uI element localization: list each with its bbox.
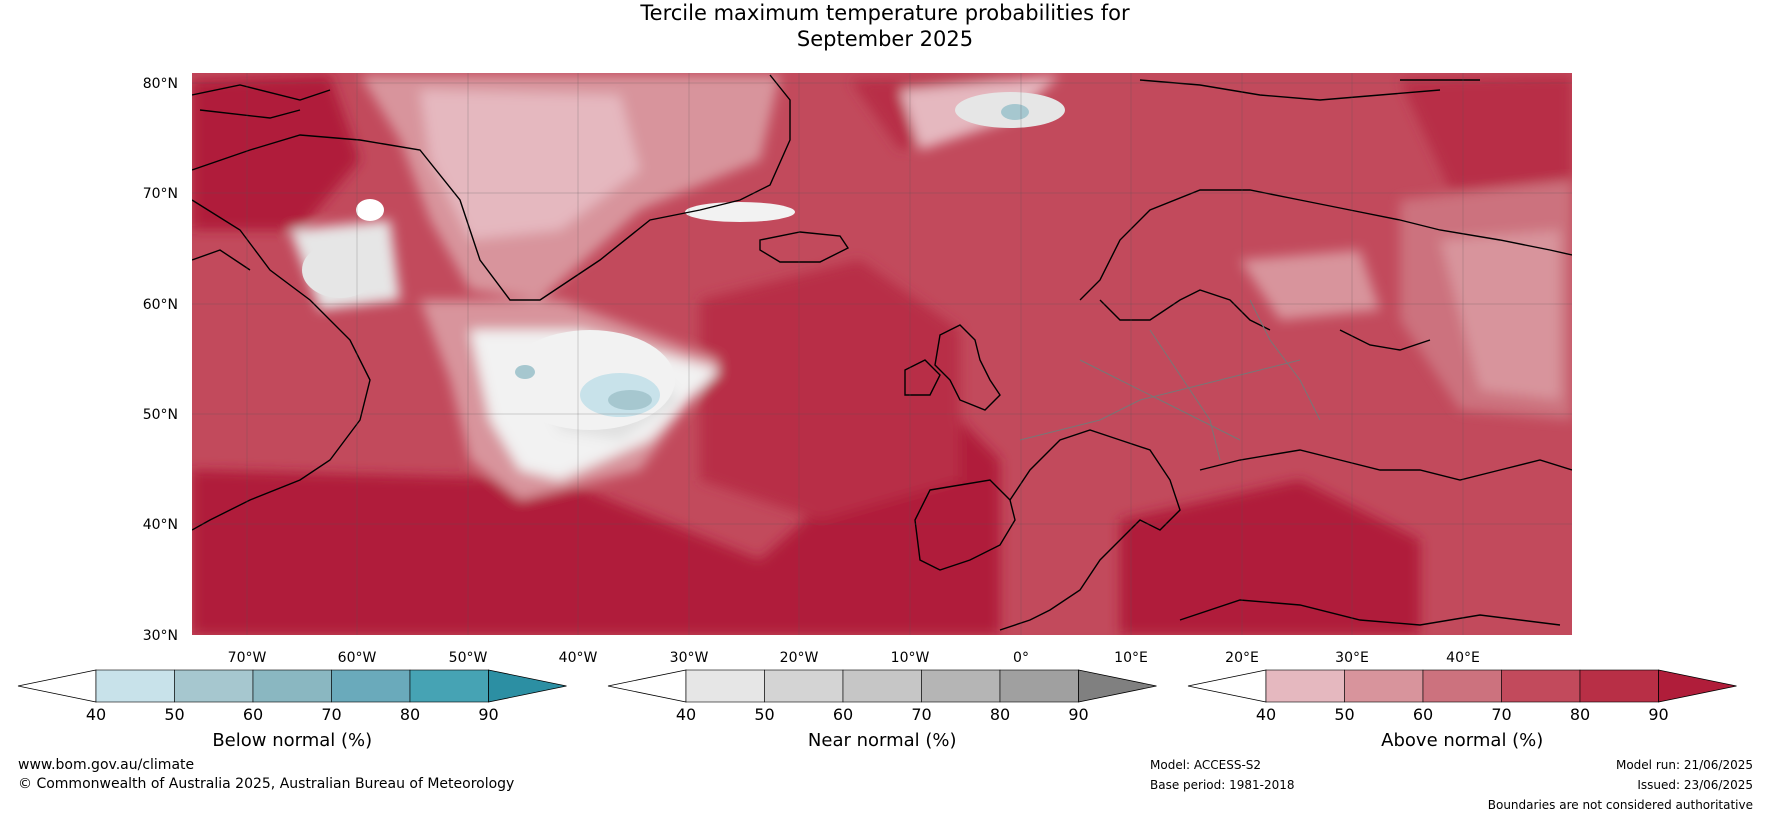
lon-label: 60°W [338,650,377,666]
colorbar-segment [331,669,411,703]
colorbar-segment [1265,669,1345,703]
below-normal-patch [1001,104,1029,120]
white-patch [356,199,384,221]
colorbar-segment [764,669,844,703]
colorbar-segment [174,669,254,703]
colorbar-segment [999,669,1079,703]
lat-label: 30°N [143,628,178,644]
title-line-1: Tercile maximum temperature probabilitie… [640,1,1130,25]
colorbar-tick: 80 [1570,705,1590,724]
colorbar-title: Above normal (%) [1381,730,1543,751]
colorbar-tick: 90 [478,705,498,724]
lon-label: 0° [1013,650,1029,666]
colorbar-segment [409,669,489,703]
latitude-labels: 80°N 70°N 60°N 50°N 40°N 30°N [143,76,178,644]
colorbar-tick: 60 [833,705,853,724]
colorbar-segment [1344,669,1424,703]
colorbar-segment [1501,669,1581,703]
copyright-text: © Commonwealth of Australia 2025, Austra… [18,776,515,792]
lon-label: 10°E [1114,650,1148,666]
colorbar-tick: 40 [676,705,696,724]
lat-label: 40°N [143,517,178,533]
lon-label: 20°E [1225,650,1259,666]
colorbar-tick: 40 [1256,705,1276,724]
longitude-labels: 70°W 60°W 50°W 40°W 30°W 20°W 10°W 0° 10… [228,650,1480,666]
colorbar-2: 40 50 60 70 80 90 Above normal (%) [1187,669,1737,751]
colorbar-1: 40 50 60 70 80 90 Near normal (%) [607,669,1157,751]
model-text: Model: ACCESS-S2 [1150,758,1262,772]
colorbar-high-extend [1658,669,1737,703]
colorbar-segment [685,669,765,703]
colorbar-segment [921,669,1001,703]
coastlines [192,74,1572,631]
probability-map [192,73,1572,635]
lat-label: 50°N [143,407,178,423]
near-normal-patch-atlantic [505,330,675,430]
colorbars: 40 50 60 70 80 90 Below normal (%) 40 50 60 70 80 90… [17,669,1737,751]
issued-text: Issued: 23/06/2025 [1637,778,1753,792]
colorbar-segment [95,669,175,703]
lat-label: 60°N [143,297,178,313]
colorbar-tick: 90 [1068,705,1088,724]
colorbar-tick: 70 [911,705,931,724]
colorbar-tick: 70 [321,705,341,724]
colorbar-tick: 40 [86,705,106,724]
lat-label: 70°N [143,186,178,202]
colorbar-tick: 80 [990,705,1010,724]
colorbar-low-extend [17,669,97,703]
colorbar-high-extend [488,669,567,703]
colorbar-tick: 50 [164,705,184,724]
colorbar-title: Below normal (%) [212,730,372,751]
colorbar-high-extend [1078,669,1157,703]
colorbar-tick: 60 [1413,705,1433,724]
lon-label: 40°W [559,650,598,666]
colorbar-segment [842,669,922,703]
model-run-text: Model run: 21/06/2025 [1615,758,1753,772]
colorbar-segment [252,669,332,703]
lon-label: 40°E [1446,650,1480,666]
below-normal-core [608,390,652,410]
graticule [192,73,1572,635]
near-normal-patch-greenland-sea [685,202,795,222]
colorbar-tick: 90 [1648,705,1668,724]
country-borders [1019,299,1321,461]
lon-label: 50°W [449,650,488,666]
colorbar-tick: 70 [1491,705,1511,724]
colorbar-tick: 50 [1334,705,1354,724]
lon-label: 10°W [891,650,930,666]
colorbar-tick: 50 [754,705,774,724]
below-normal-spot [515,365,535,379]
lon-label: 30°W [670,650,709,666]
website-link[interactable]: www.bom.gov.au/climate [18,757,195,773]
lat-label: 80°N [143,76,178,92]
disclaimer-text: Boundaries are not considered authoritat… [1487,798,1753,812]
title-line-2: September 2025 [796,27,974,51]
base-period-text: Base period: 1981-2018 [1150,778,1295,792]
lon-label: 20°W [780,650,819,666]
colorbar-low-extend [1187,669,1267,703]
colorbar-title: Near normal (%) [808,730,957,751]
colorbar-tick: 80 [400,705,420,724]
colorbar-tick: 60 [243,705,263,724]
chart-title: Tercile maximum temperature probabilitie… [0,0,1770,52]
near-normal-patch-labrador [302,242,378,298]
lon-label: 70°W [228,650,267,666]
colorbar-segment [1422,669,1502,703]
colorbar-segment [1579,669,1659,703]
lon-label: 30°E [1335,650,1369,666]
colorbar-0: 40 50 60 70 80 90 Below normal (%) [17,669,567,751]
colorbar-low-extend [607,669,687,703]
